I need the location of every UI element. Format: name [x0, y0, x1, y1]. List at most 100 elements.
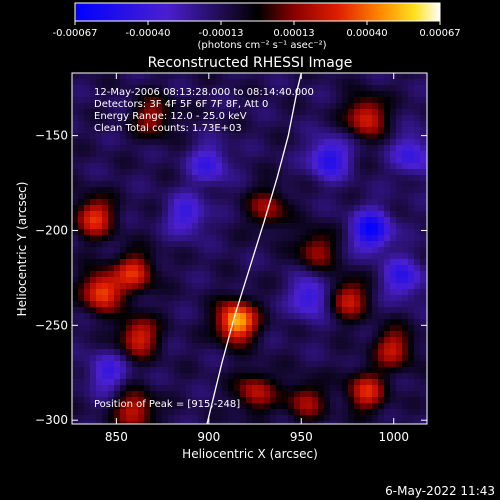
- heatmap-cell: [330, 109, 337, 116]
- heatmap-cell: [186, 373, 193, 380]
- heatmap-cell: [354, 127, 361, 134]
- heatmap-cell: [318, 145, 325, 152]
- heatmap-cell: [168, 175, 175, 182]
- heatmap-cell: [192, 103, 199, 110]
- heatmap-cell: [114, 241, 121, 248]
- heatmap-cell: [144, 295, 151, 302]
- heatmap-cell: [360, 259, 367, 266]
- heatmap-cell: [384, 337, 391, 344]
- heatmap-cell: [330, 361, 337, 368]
- heatmap-cell: [72, 409, 79, 416]
- heatmap-cell: [396, 331, 403, 338]
- heatmap-cell: [318, 319, 325, 326]
- heatmap-cell: [402, 91, 409, 98]
- heatmap-cell: [150, 259, 157, 266]
- heatmap-cell: [210, 109, 217, 116]
- heatmap-cell: [156, 103, 163, 110]
- heatmap-cell: [126, 187, 133, 194]
- x-tick-label: 850: [105, 430, 128, 444]
- heatmap-cell: [222, 115, 229, 122]
- heatmap-cell: [330, 241, 337, 248]
- heatmap-cell: [276, 91, 283, 98]
- heatmap-cell: [258, 241, 265, 248]
- heatmap-cell: [246, 349, 253, 356]
- heatmap-cell: [72, 217, 79, 224]
- heatmap-cell: [204, 319, 211, 326]
- heatmap-cell: [366, 73, 373, 80]
- heatmap-cell: [126, 277, 133, 284]
- heatmap-cell: [330, 319, 337, 326]
- heatmap-cell: [354, 367, 361, 374]
- heatmap-cell: [198, 271, 205, 278]
- heatmap-cell: [120, 349, 127, 356]
- heatmap-cell: [228, 379, 235, 386]
- heatmap-cell: [222, 307, 229, 314]
- heatmap-cell: [384, 115, 391, 122]
- heatmap-cell: [306, 385, 313, 392]
- heatmap-cell: [84, 367, 91, 374]
- heatmap-cell: [78, 385, 85, 392]
- heatmap-cell: [198, 169, 205, 176]
- heatmap-cell: [348, 187, 355, 194]
- heatmap-cell: [276, 73, 283, 80]
- heatmap-cell: [396, 391, 403, 398]
- heatmap-cell: [390, 193, 397, 200]
- heatmap-cell: [246, 259, 253, 266]
- heatmap-cell: [216, 91, 223, 98]
- heatmap-cell: [204, 181, 211, 188]
- heatmap-cell: [294, 289, 301, 296]
- heatmap-cell: [342, 199, 349, 206]
- heatmap-cell: [414, 373, 421, 380]
- heatmap-cell: [78, 229, 85, 236]
- heatmap-cell: [78, 169, 85, 176]
- heatmap-cell: [360, 103, 367, 110]
- heatmap-cell: [210, 73, 217, 80]
- heatmap-cell: [384, 205, 391, 212]
- heatmap-cell: [312, 421, 319, 424]
- heatmap-cell: [192, 145, 199, 152]
- heatmap-cell: [306, 289, 313, 296]
- heatmap-cell: [324, 127, 331, 134]
- heatmap-cell: [90, 277, 97, 284]
- heatmap-cell: [258, 325, 265, 332]
- heatmap-cell: [318, 73, 325, 80]
- heatmap-cell: [156, 91, 163, 98]
- heatmap-cell: [276, 175, 283, 182]
- heatmap-cell: [294, 373, 301, 380]
- heatmap-cell: [210, 223, 217, 230]
- heatmap-cell: [168, 157, 175, 164]
- heatmap-cell: [270, 217, 277, 224]
- heatmap-cell: [312, 385, 319, 392]
- annotation-time: 12-May-2006 08:13:28.000 to 08:14:40.000: [94, 87, 314, 98]
- heatmap-cell: [282, 103, 289, 110]
- heatmap-cell: [390, 211, 397, 218]
- heatmap-cell: [342, 169, 349, 176]
- heatmap-cell: [336, 169, 343, 176]
- heatmap-cell: [126, 241, 133, 248]
- heatmap-cell: [114, 103, 121, 110]
- heatmap-cell: [162, 421, 169, 424]
- heatmap-cell: [156, 121, 163, 128]
- heatmap-cell: [156, 199, 163, 206]
- heatmap-cell: [102, 379, 109, 386]
- heatmap-cell: [270, 397, 277, 404]
- heatmap-cell: [276, 205, 283, 212]
- heatmap-cell: [228, 397, 235, 404]
- heatmap-cell: [390, 373, 397, 380]
- heatmap-cell: [132, 97, 139, 104]
- heatmap-cell: [366, 325, 373, 332]
- heatmap-cell: [258, 133, 265, 140]
- heatmap-cell: [312, 187, 319, 194]
- heatmap-cell: [72, 139, 79, 146]
- heatmap-cell: [390, 385, 397, 392]
- heatmap-cell: [366, 259, 373, 266]
- annotation-counts: Clean Total counts: 1.73E+03: [94, 123, 242, 134]
- heatmap-cell: [300, 223, 307, 230]
- heatmap-cell: [264, 115, 271, 122]
- heatmap-cell: [204, 415, 211, 422]
- heatmap-cell: [300, 301, 307, 308]
- heatmap-cell: [96, 397, 103, 404]
- heatmap-cell: [306, 241, 313, 248]
- heatmap-cell: [246, 211, 253, 218]
- heatmap-cell: [420, 175, 427, 182]
